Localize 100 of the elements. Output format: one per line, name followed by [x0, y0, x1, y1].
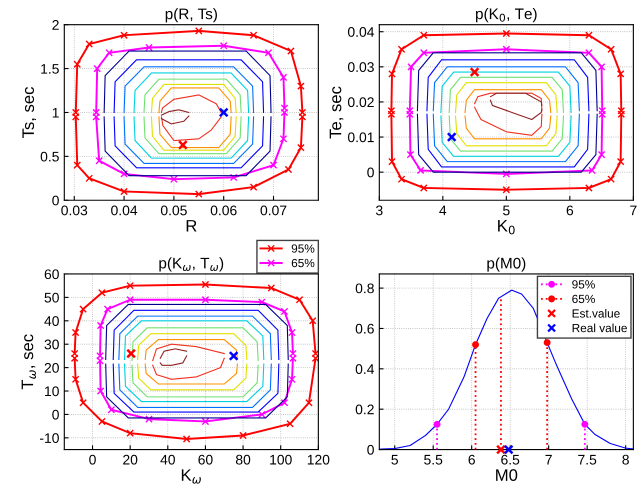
y-axis-title: Ts, sec — [22, 86, 36, 138]
point — [598, 150, 606, 158]
chart-title: p(K$_{ω}$, T$_{ω}$) — [159, 257, 224, 272]
line-series — [490, 100, 542, 120]
point — [85, 40, 94, 48]
point — [496, 444, 506, 455]
point — [398, 45, 406, 54]
y-tick-label: -10 — [40, 433, 59, 444]
point — [416, 166, 424, 174]
y-tick-label: 30 — [44, 340, 59, 350]
y-tick-label: 0 — [367, 168, 374, 178]
point — [288, 376, 296, 384]
y-tick-label: 10 — [45, 386, 59, 396]
point — [182, 435, 190, 443]
x-tick-label: 20 — [123, 454, 138, 465]
y-tick-label: 0 — [52, 410, 59, 420]
point — [126, 429, 134, 437]
point — [470, 67, 480, 78]
point — [145, 44, 153, 52]
y-tick-label: 0 — [367, 444, 374, 455]
point — [287, 47, 295, 55]
point — [104, 305, 112, 313]
y-tick-label: 0.01 — [348, 132, 374, 142]
point — [194, 190, 203, 198]
point — [312, 350, 318, 358]
point — [598, 110, 606, 118]
x-tick-label: 120 — [308, 454, 330, 465]
point — [406, 110, 414, 118]
point — [108, 406, 116, 414]
point — [434, 420, 441, 428]
x-tick-label: 5.5 — [424, 454, 442, 465]
point — [228, 350, 239, 361]
point — [288, 328, 296, 336]
point — [298, 113, 306, 121]
x-tick-label: 0.04 — [111, 205, 138, 216]
point — [312, 354, 318, 362]
point — [504, 444, 514, 455]
y-tick-label: 1.5 — [41, 64, 59, 74]
x-axis-title: K$_{0}$ — [498, 220, 515, 234]
point — [270, 161, 278, 169]
y-tick-label: 0.8 — [356, 283, 374, 294]
x-tick-label: 0.03 — [61, 205, 88, 216]
y-tick-label: 0.04 — [348, 27, 374, 37]
point — [250, 31, 258, 40]
point — [98, 288, 106, 297]
legend-label: 95% — [572, 280, 595, 289]
point — [72, 328, 80, 336]
x-axis-title: M0 — [496, 469, 518, 481]
line-series — [152, 344, 225, 362]
point — [98, 418, 106, 426]
y-tick-label: 50 — [44, 292, 59, 303]
point — [194, 27, 203, 35]
legend-label: Est.value — [572, 308, 620, 318]
x-tick-label: 7 — [546, 454, 552, 464]
y-tick-label: 0.4 — [356, 364, 374, 374]
y-tick-label: 20 — [44, 362, 59, 373]
point — [120, 170, 128, 178]
point — [202, 418, 210, 426]
point — [92, 113, 100, 121]
x-tick-label: 4 — [439, 206, 446, 216]
x-tick-label: 0 — [89, 454, 96, 465]
point — [308, 316, 317, 325]
legend-label: 65% — [292, 258, 314, 268]
point — [178, 140, 188, 150]
x-tick-label: 8 — [622, 454, 629, 465]
point — [250, 183, 258, 191]
point — [598, 63, 606, 71]
point — [305, 398, 313, 407]
x-tick-label: 60 — [198, 454, 213, 465]
point — [280, 308, 288, 316]
point — [388, 158, 396, 166]
x-tick-label: 5 — [503, 206, 510, 216]
point — [239, 432, 247, 440]
y-tick-label: 0.5 — [40, 152, 59, 162]
point — [388, 110, 396, 118]
point — [289, 354, 297, 362]
point — [407, 63, 415, 71]
point — [202, 280, 210, 288]
point — [79, 398, 87, 407]
point — [420, 31, 428, 40]
y-tick-label: 60 — [44, 269, 59, 280]
y-tick-label: 2 — [52, 20, 59, 30]
point — [420, 48, 428, 57]
point — [280, 74, 288, 82]
x-tick-label: 6.5 — [501, 454, 520, 465]
point — [297, 144, 305, 152]
point — [616, 70, 624, 78]
x-tick-label: 40 — [160, 454, 175, 465]
point — [420, 184, 428, 192]
point — [446, 132, 457, 142]
point — [388, 70, 396, 78]
point — [607, 175, 615, 184]
line-series — [474, 106, 542, 136]
point — [218, 107, 229, 118]
point — [202, 296, 210, 304]
chart-title: p(M0) — [487, 257, 526, 272]
point — [585, 31, 593, 40]
x-tick-label: 6 — [566, 205, 574, 216]
chart-title: p(R, Ts) — [166, 8, 217, 22]
point — [79, 305, 87, 313]
